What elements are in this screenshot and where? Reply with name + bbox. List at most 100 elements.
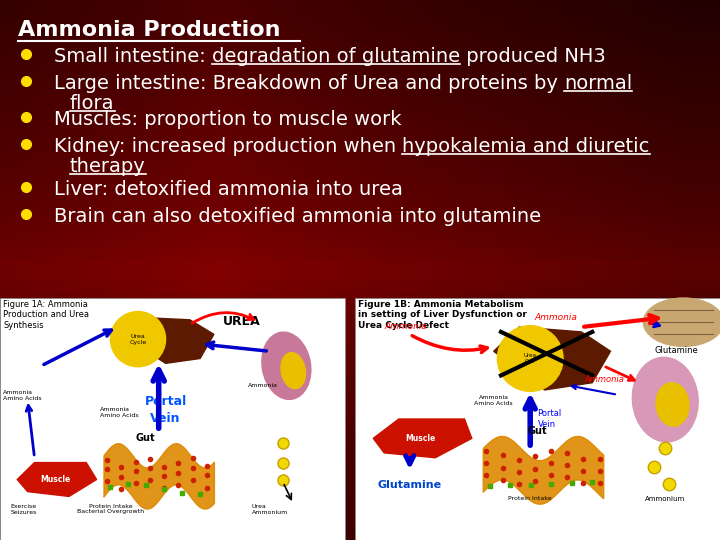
Bar [0,313,720,324]
Bar [58,0,72,540]
Bar [0,43,720,54]
Bar [317,0,331,540]
Bar [0,400,720,410]
Bar [274,0,288,540]
Bar [677,0,691,540]
Bar [0,346,720,356]
Text: Ammonia Production: Ammonia Production [18,20,281,40]
Bar [0,259,720,270]
Bar [72,0,86,540]
Polygon shape [373,419,472,458]
Text: hypokalemia and diuretic: hypokalemia and diuretic [402,137,649,156]
Bar [0,421,720,432]
Bar [662,0,677,540]
Bar [0,76,720,86]
Circle shape [498,326,563,392]
Bar [0,205,720,216]
Bar [0,65,720,76]
Bar [0,432,720,443]
Text: therapy: therapy [70,157,145,176]
Bar [0,119,720,130]
Ellipse shape [632,357,698,442]
Bar [446,0,461,540]
Bar [619,0,634,540]
Text: Protein Intake: Protein Intake [508,496,552,502]
Text: Muscle: Muscle [405,434,436,443]
Bar [0,356,720,367]
Bar [0,130,720,140]
Bar [230,0,245,540]
Bar [259,0,274,540]
Bar [0,97,720,108]
Bar [0,497,720,508]
Text: Glutamine: Glutamine [378,480,442,489]
Text: Figure 1A: Ammonia
Production and Urea
Synthesis: Figure 1A: Ammonia Production and Urea S… [3,300,89,330]
Bar [0,0,14,540]
Bar [590,0,605,540]
Bar [302,0,317,540]
Bar [355,298,720,540]
Text: flora: flora [70,94,114,113]
Bar [14,0,29,540]
Bar [0,324,720,335]
Text: degradation of glutamine: degradation of glutamine [212,47,460,66]
Text: Protein Intake
Bacterial Overgrowth: Protein Intake Bacterial Overgrowth [77,504,144,515]
Bar [706,0,720,540]
Text: Urea
Cyc: Urea Cyc [523,353,536,364]
Text: Liver: detoxified ammonia into urea: Liver: detoxified ammonia into urea [54,180,403,199]
Bar [648,0,662,540]
Bar [158,0,173,540]
Bar [0,378,720,389]
Bar [0,162,720,173]
Text: Muscle: Muscle [40,475,71,484]
Bar [216,0,230,540]
Bar [245,0,259,540]
Bar [504,0,518,540]
Bar [547,0,562,540]
Polygon shape [17,463,96,496]
Bar [0,389,720,400]
Bar [360,0,374,540]
Bar [101,0,115,540]
Ellipse shape [262,332,311,400]
Text: Ammonia
Amino Acids: Ammonia Amino Acids [100,407,139,418]
Bar [389,0,403,540]
Text: normal: normal [564,74,632,93]
Text: Ammonia
Amino Acids: Ammonia Amino Acids [4,390,42,401]
Bar [0,32,720,43]
Bar [29,0,43,540]
Text: Ammonia: Ammonia [585,375,625,384]
Bar [0,443,720,454]
Bar [0,281,720,292]
Bar [346,0,360,540]
Text: Portal: Portal [145,395,186,408]
Bar [0,54,720,65]
Text: Figure 1B: Ammonia Metabolism
in setting of Liver Dysfunction or
Urea Cycle Defe: Figure 1B: Ammonia Metabolism in setting… [358,300,527,330]
Text: Small intestine:: Small intestine: [54,47,212,66]
Bar [0,302,720,313]
Bar [490,0,504,540]
Bar [634,0,648,540]
Text: Glutamine: Glutamine [654,346,698,355]
Bar [461,0,475,540]
Bar [576,0,590,540]
Bar [0,298,345,540]
Bar [0,454,720,464]
Bar [130,0,144,540]
Bar [0,151,720,162]
Text: Urea
Ammonium: Urea Ammonium [252,504,288,515]
Bar [0,475,720,486]
Bar [43,0,58,540]
Bar [0,194,720,205]
Bar [0,292,720,302]
Bar [0,529,720,540]
Bar [533,0,547,540]
Bar [0,22,720,32]
Bar [418,0,432,540]
Text: UREA: UREA [222,315,261,328]
Bar [288,0,302,540]
Text: Exercise
Seizures: Exercise Seizures [10,504,37,515]
Text: Gut: Gut [528,426,547,436]
Text: Portal
Vein: Portal Vein [538,409,562,429]
Bar [86,0,101,540]
